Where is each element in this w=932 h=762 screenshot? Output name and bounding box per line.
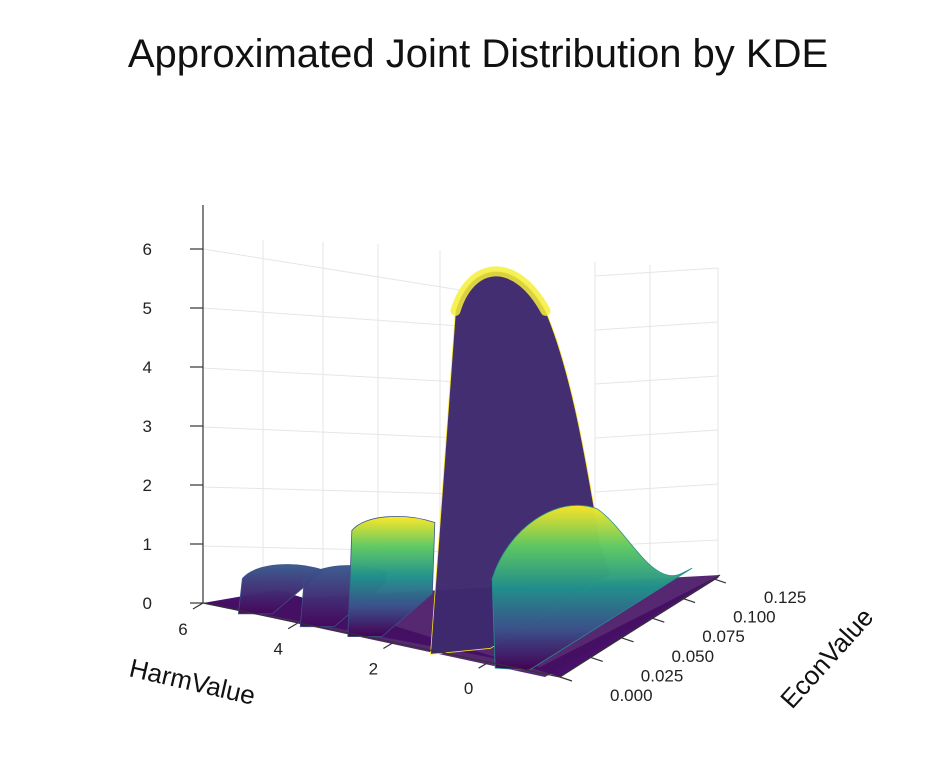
surface-ridge [347, 516, 436, 637]
z-tick-label: 6 [143, 240, 152, 259]
grid-horizontals [202, 248, 719, 553]
x-tick-mark [383, 641, 394, 649]
x-axis-line [202, 602, 561, 678]
z-tick-label: 1 [143, 535, 152, 554]
surface-ridge [491, 504, 693, 671]
x-tick-mark [478, 661, 489, 669]
x-tick-label: 2 [369, 659, 378, 678]
x-axis-title: HarmValue [127, 653, 259, 711]
z-tick-labels: 0 1 2 3 4 5 6 [143, 240, 203, 613]
y-tick-label: 0.100 [733, 608, 776, 627]
z-tick-label: 4 [143, 358, 152, 377]
x-tick-label: 4 [273, 640, 282, 659]
y-tick-label: 0.125 [764, 588, 807, 607]
z-tick-label: 0 [143, 594, 152, 613]
chart-title: Approximated Joint Distribution by KDE [128, 32, 828, 76]
y-tick-mark [621, 637, 634, 643]
y-tick-label: 0.075 [702, 627, 745, 646]
z-tick-label: 5 [143, 299, 152, 318]
y-tick-label: 0.050 [672, 647, 715, 666]
x-tick-mark [192, 602, 204, 610]
surface-ridges [237, 266, 693, 671]
y-tick-mark [682, 597, 696, 604]
x-tick-mark [287, 622, 299, 630]
z-tick-label: 2 [143, 476, 152, 495]
y-tick-mark [713, 578, 727, 584]
y-tick-mark [559, 676, 573, 682]
y-axis-title: EconValue [774, 602, 879, 714]
x-tick-labels: 6 4 2 0 [178, 602, 489, 698]
z-tick-label: 3 [143, 417, 152, 436]
x-tick-label: 6 [178, 620, 187, 639]
x-tick-label: 0 [464, 679, 473, 698]
z-axis: 0 1 2 3 4 5 6 [143, 205, 204, 613]
y-tick-mark [652, 617, 665, 623]
y-tick-label: 0.025 [641, 666, 684, 685]
surface-peak-rim [450, 266, 551, 316]
surface-floor [203, 575, 720, 677]
y-tick-label: 0.000 [610, 686, 653, 705]
y-tick-mark [590, 656, 603, 662]
y-axis-line [559, 574, 721, 678]
